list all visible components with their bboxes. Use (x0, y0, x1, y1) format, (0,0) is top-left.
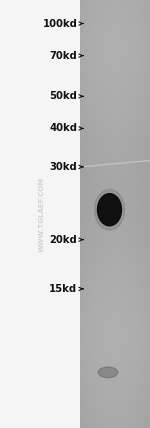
Text: 50kd: 50kd (49, 91, 77, 101)
Text: 20kd: 20kd (50, 235, 77, 245)
Text: 100kd: 100kd (42, 18, 77, 29)
Text: WWW.TGLAEF.COM: WWW.TGLAEF.COM (39, 176, 45, 252)
Ellipse shape (94, 189, 124, 230)
Text: 70kd: 70kd (50, 51, 77, 61)
Text: 30kd: 30kd (50, 162, 77, 172)
Ellipse shape (98, 193, 122, 226)
Text: 40kd: 40kd (49, 123, 77, 134)
Ellipse shape (98, 367, 118, 378)
Bar (0, 0, 80, 428)
Text: 15kd: 15kd (49, 284, 77, 294)
